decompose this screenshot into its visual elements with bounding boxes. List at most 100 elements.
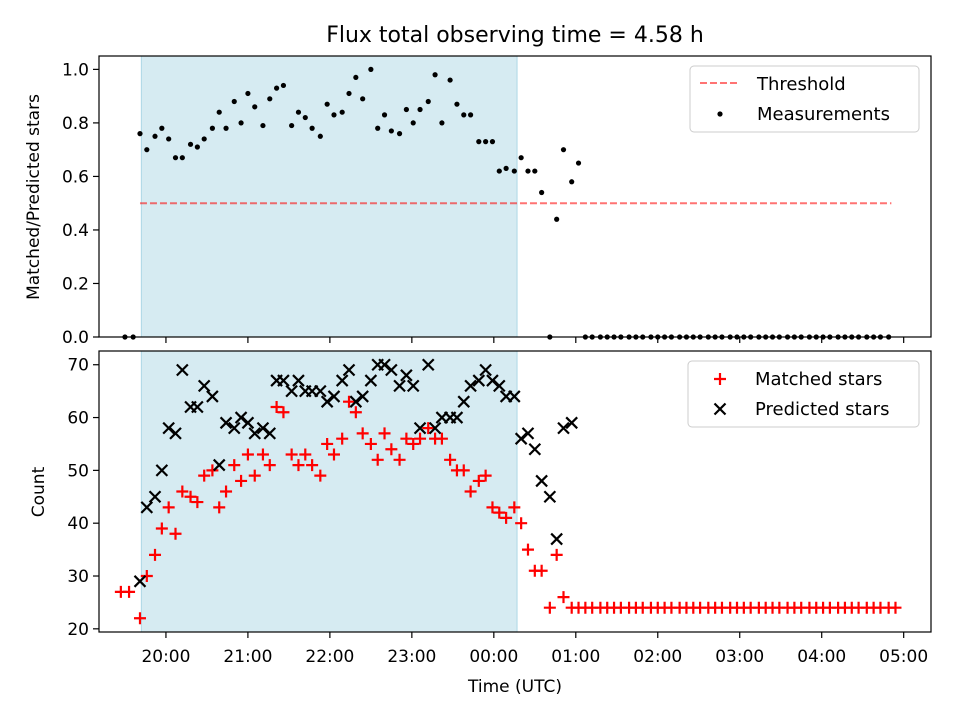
predicted-star-marker xyxy=(364,374,378,387)
legend-matched-swatch xyxy=(714,373,726,385)
matched-star-marker xyxy=(169,527,182,540)
measurement-point xyxy=(238,120,244,126)
x-tick-label: 04:00 xyxy=(797,647,846,667)
matched-star-marker xyxy=(535,564,548,577)
bottom-y-axis-label: Count xyxy=(29,466,49,517)
predicted-star-marker xyxy=(356,390,369,403)
matched-star-marker xyxy=(385,443,398,456)
matched-star-marker xyxy=(292,459,305,472)
matched-star-marker xyxy=(336,432,349,445)
predicted-star-marker xyxy=(342,363,356,377)
legend-matched-label: Matched stars xyxy=(755,369,882,390)
predicted-star-marker xyxy=(535,474,548,488)
matched-star-marker xyxy=(277,406,290,419)
predicted-star-marker xyxy=(479,363,492,377)
matched-star-marker xyxy=(493,506,506,519)
matched-star-marker xyxy=(270,400,283,413)
predicted-star-marker xyxy=(277,374,290,387)
y-tick-label: 20 xyxy=(67,620,89,640)
matched-star-marker xyxy=(356,427,369,440)
top-legend: Threshold Measurements xyxy=(689,65,920,133)
measurement-point xyxy=(172,155,179,161)
measurement-point xyxy=(245,90,251,97)
x-tick-label: 01:00 xyxy=(551,647,600,667)
predicted-star-marker xyxy=(557,421,570,435)
y-tick-label: 40 xyxy=(67,514,89,534)
matched-star-marker xyxy=(321,437,334,450)
legend-measurement-swatch xyxy=(717,111,723,117)
measurement-point xyxy=(539,189,545,196)
matched-star-marker xyxy=(889,601,902,614)
y-tick-label: 30 xyxy=(67,567,89,587)
measurement-point xyxy=(137,131,143,137)
matched-star-marker xyxy=(123,585,136,598)
measurement-point xyxy=(560,147,567,153)
y-tick-label: 70 xyxy=(67,356,89,376)
predicted-star-marker xyxy=(457,395,471,408)
matched-star-marker xyxy=(515,517,528,530)
y-tick-label: 0.4 xyxy=(62,221,89,241)
measurement-point xyxy=(346,90,352,97)
y-tick-label: 60 xyxy=(67,409,89,429)
measurement-point xyxy=(152,133,158,139)
matched-star-marker xyxy=(407,437,420,450)
measurement-point xyxy=(223,125,229,131)
matched-star-marker xyxy=(176,485,189,498)
predicted-star-marker xyxy=(292,374,305,387)
matched-star-marker xyxy=(543,601,556,614)
observing-window-shade xyxy=(140,350,518,633)
measurement-point xyxy=(518,155,524,161)
measurement-point xyxy=(554,216,560,222)
predicted-star-marker xyxy=(550,532,563,546)
measurement-point xyxy=(569,179,575,185)
matched-star-marker xyxy=(550,548,563,561)
measurement-point xyxy=(274,85,280,91)
predicted-star-marker xyxy=(493,379,506,393)
measurement-point xyxy=(166,136,172,142)
x-tick-label: 23:00 xyxy=(387,647,436,667)
predicted-star-marker xyxy=(176,363,189,377)
legend-threshold-label: Threshold xyxy=(756,74,846,95)
measurement-point xyxy=(476,139,482,145)
matched-star-marker xyxy=(557,591,570,604)
predicted-star-marker xyxy=(248,427,262,440)
measurement-point xyxy=(467,112,474,118)
predicted-star-marker xyxy=(400,369,413,382)
matched-star-marker xyxy=(198,469,211,482)
matched-star-marker xyxy=(508,501,521,514)
predicted-star-marker xyxy=(169,427,182,440)
matched-star-marker xyxy=(422,422,435,435)
matched-star-marker xyxy=(457,464,470,477)
measurement-point xyxy=(388,128,394,134)
measurement-point xyxy=(179,155,185,161)
bottom-plot-frame xyxy=(98,350,932,633)
measurement-point xyxy=(231,98,237,105)
matched-star-marker xyxy=(220,485,233,498)
matched-star-marker xyxy=(349,406,362,419)
predicted-star-marker xyxy=(285,384,298,398)
matched-star-marker xyxy=(371,453,384,466)
predicted-star-marker xyxy=(565,416,578,430)
measurement-point xyxy=(159,125,165,131)
matched-star-marker xyxy=(521,543,534,556)
x-axis-label: Time (UTC) xyxy=(467,677,562,697)
chart-title: Flux total observing time = 4.58 h xyxy=(326,23,704,48)
predicted-star-marker xyxy=(191,400,204,414)
matched-star-marker xyxy=(184,490,197,503)
matched-star-marker xyxy=(241,448,254,461)
measurement-point xyxy=(432,72,438,78)
predicted-star-marker xyxy=(428,421,442,435)
predicted-star-marker xyxy=(385,363,398,377)
legend-predicted-label: Predicted stars xyxy=(755,399,889,420)
measurement-point xyxy=(289,122,295,129)
x-tick-label: 05:00 xyxy=(879,647,928,667)
measurement-point xyxy=(280,82,287,89)
measurement-point xyxy=(381,112,388,118)
matched-star-marker xyxy=(140,570,153,583)
matched-star-marker xyxy=(464,485,477,498)
measurement-point xyxy=(360,96,366,102)
measurement-point xyxy=(252,104,258,110)
predicted-star-marker xyxy=(327,390,341,403)
measurement-point xyxy=(216,109,222,115)
